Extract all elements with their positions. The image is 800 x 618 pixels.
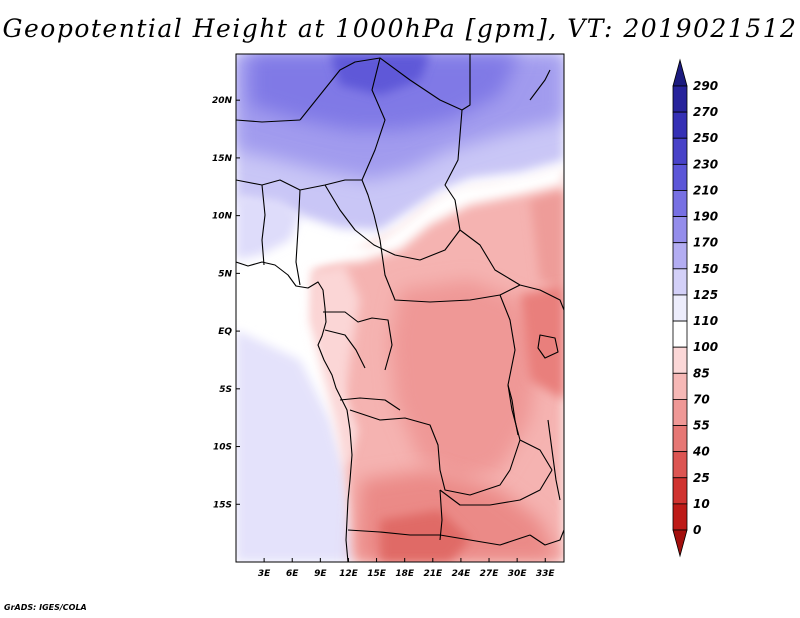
border-lake-victoria (537, 334, 559, 359)
colorbar-segment (672, 111, 688, 139)
colorbar-bottom-arrow (672, 529, 688, 558)
field-coast-lightpink (310, 265, 360, 470)
colorbar-label: 25 (693, 471, 710, 485)
x-tick-label: 6E (286, 569, 299, 579)
field-south-deep-red (380, 510, 470, 562)
border-caprivi (439, 489, 443, 541)
map-title: Geopotential Height at 1000hPa [gpm], VT… (2, 14, 798, 43)
colorbar-segment (672, 163, 688, 191)
y-tick-label: 15N (212, 154, 233, 164)
y-axis: 20N 15N 10N 5N EQ 5S 10S 15S (212, 96, 240, 510)
field-east-red (520, 285, 564, 400)
field-central-red (390, 280, 540, 480)
y-tick-label: 15S (213, 500, 232, 510)
colorbar-segment (672, 216, 688, 244)
colorbar-segment (672, 85, 688, 113)
x-tick-label: 24E (452, 569, 472, 579)
colorbar-segment (672, 399, 688, 426)
border-sudan-east (444, 109, 521, 286)
y-tick-label: 5S (219, 385, 232, 395)
colorbar-segment (672, 242, 688, 270)
y-tick-label: 10S (213, 443, 232, 453)
x-axis: 3E 6E 9E 12E 15E 18E 21E 24E 27E 30E 33E (258, 558, 556, 579)
colorbar-segment (672, 137, 688, 165)
coastline-west (236, 261, 353, 562)
colorbar-label: 230 (693, 157, 718, 171)
field-white-band (236, 160, 564, 262)
field-north-max (330, 54, 430, 95)
colorbar-label: 170 (693, 236, 718, 250)
x-tick-label: 3E (258, 569, 271, 579)
border-drc-west (339, 397, 401, 411)
border-drc-east (499, 294, 553, 471)
y-tick-label: 20N (212, 96, 233, 106)
x-tick-label: 9E (314, 569, 327, 579)
colorbar-label: 210 (693, 183, 718, 197)
border-uganda (519, 284, 564, 311)
field-ne-red (530, 190, 564, 290)
field-sw-ocean (236, 330, 355, 562)
colorbar-label: 10 (693, 497, 710, 511)
country-boundaries (236, 54, 564, 562)
border-north-2 (236, 119, 301, 123)
x-tick-label: 30E (508, 569, 528, 579)
colorbar-label: 85 (693, 366, 710, 380)
colorbar-label: 110 (693, 314, 718, 328)
colorbar-top-arrow (672, 58, 688, 87)
border-cameroon (295, 189, 301, 286)
colorbar-label: 70 (693, 392, 710, 406)
x-tick-label: 21E (423, 569, 443, 579)
border-nigeria (261, 184, 266, 266)
colorbar-segment (672, 503, 688, 531)
border-zambia (439, 469, 553, 506)
border-chad-sudan (361, 57, 386, 241)
colorbar-segment (672, 190, 688, 217)
colorbar-segment (672, 346, 688, 374)
border-malawi (547, 419, 561, 501)
border-north-1 (299, 54, 471, 121)
colorbar-segment (672, 294, 688, 322)
x-tick-label: 33E (536, 569, 556, 579)
colorbar-segment (672, 372, 688, 400)
field-west-lavender (236, 195, 300, 260)
colorbar-segment (672, 451, 688, 479)
colorbar-label: 0 (693, 523, 701, 537)
border-se (529, 529, 564, 546)
border-car-north (324, 184, 461, 261)
border-angola-east (439, 439, 521, 496)
x-tick-label: 12E (339, 569, 359, 579)
colorbar-label: 290 (693, 79, 718, 93)
shaded-field (236, 54, 564, 562)
border-lake-tanganyika (507, 384, 519, 436)
border-angola-north (349, 409, 441, 471)
colorbar-segment (672, 268, 688, 296)
x-tick-label: 18E (395, 569, 415, 579)
colorbar-label: 55 (693, 419, 710, 433)
colorbar-label: 150 (693, 262, 718, 276)
y-tick-label: EQ (218, 327, 232, 337)
colorbar-label: 250 (693, 131, 718, 145)
colorbar-segment (672, 320, 688, 348)
border-congo (323, 311, 393, 371)
y-tick-label: 5N (218, 269, 232, 279)
colorbar-label: 125 (693, 288, 718, 302)
colorbar-segment (672, 477, 688, 505)
colorbar-segment (672, 425, 688, 453)
border-gabon (324, 329, 366, 369)
colorbar-label: 40 (692, 445, 710, 459)
y-tick-label: 10N (212, 212, 233, 222)
x-tick-label: 27E (480, 569, 500, 579)
border-red-sea (529, 69, 551, 101)
colorbar-label: 100 (693, 340, 718, 354)
footer-credit: GrADS: IGES/COLA (4, 603, 87, 612)
colorbar-label: 270 (693, 105, 718, 119)
x-tick-label: 15E (367, 569, 387, 579)
colorbar: 2902702502302101901701501251101008570554… (672, 58, 718, 558)
plot-frame (235, 53, 565, 563)
colorbar-label: 190 (693, 210, 718, 224)
